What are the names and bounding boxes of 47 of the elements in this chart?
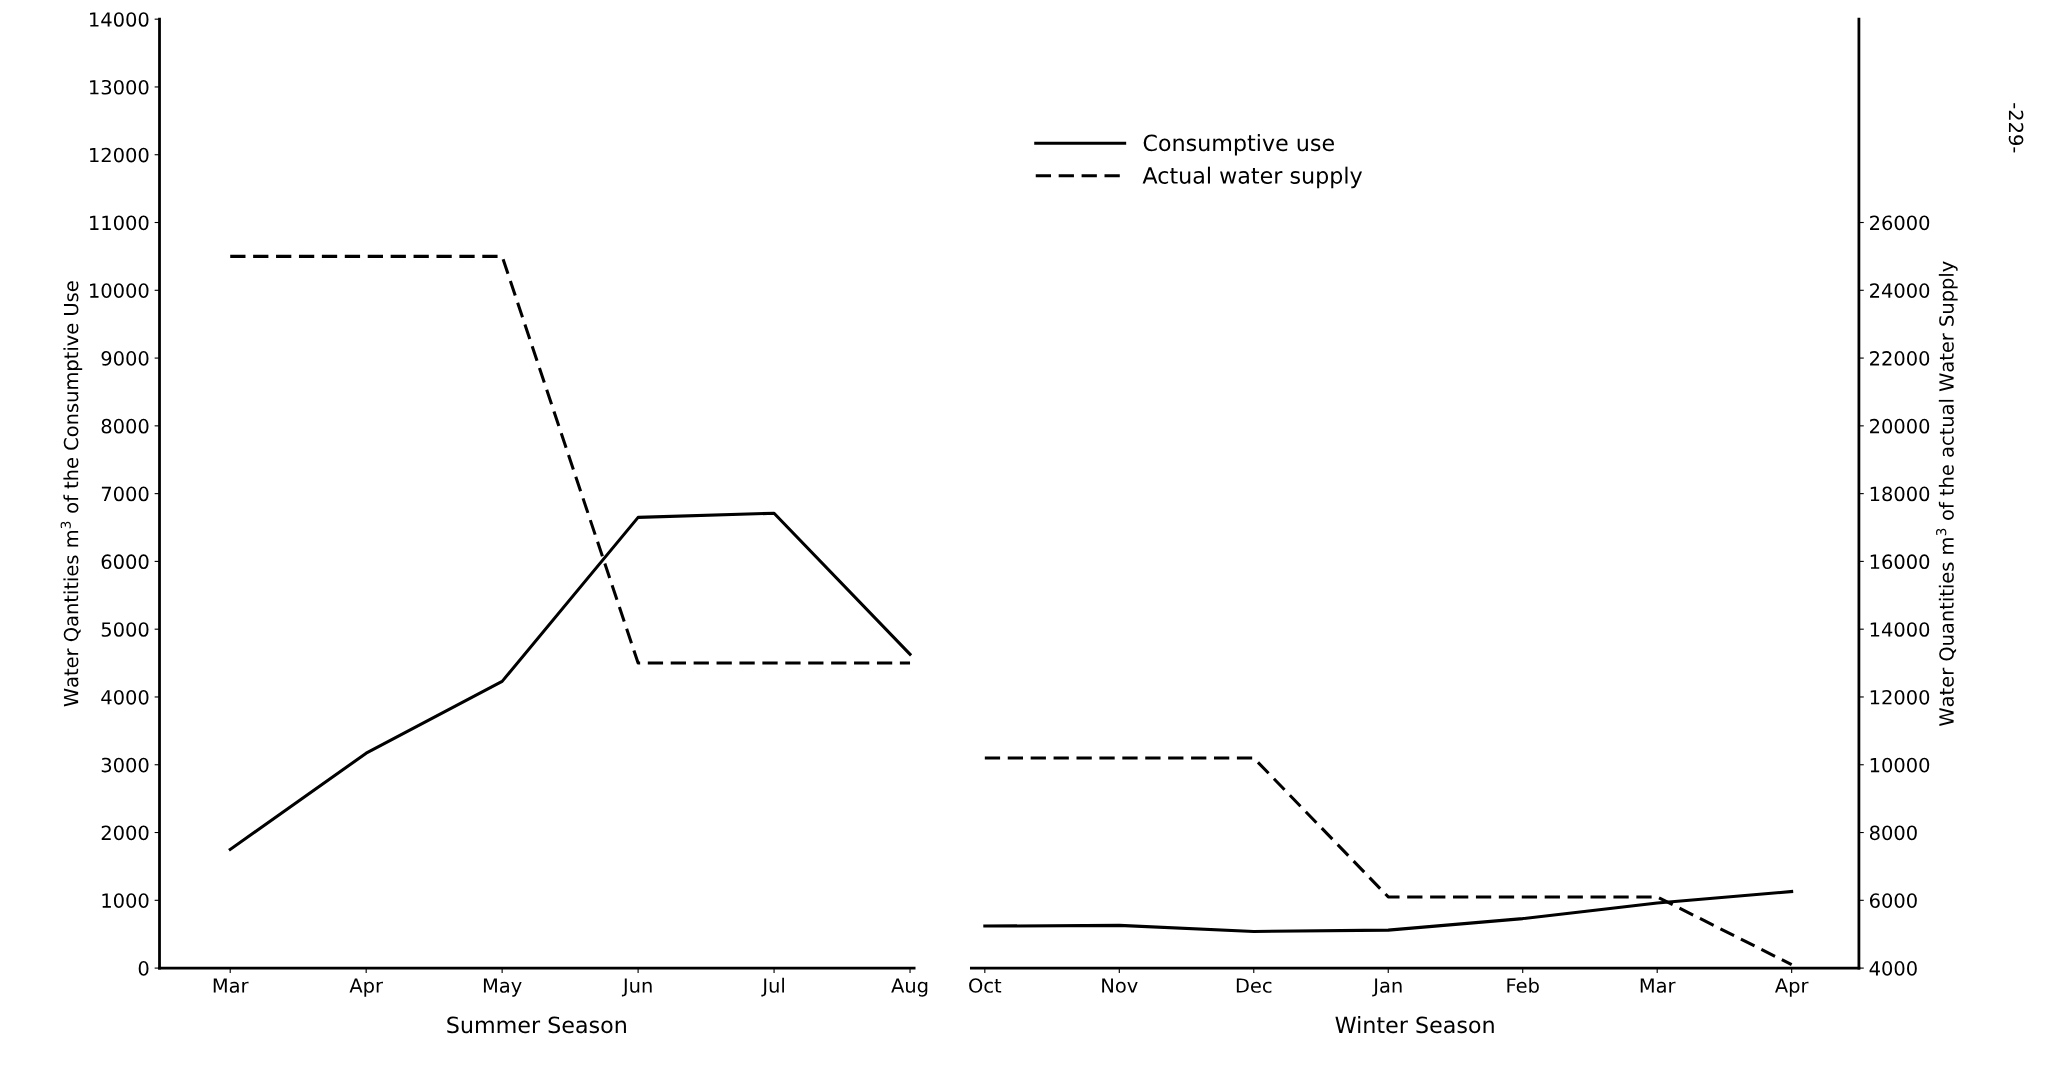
y-tick-label: 5000 [101, 622, 149, 637]
y-tick-label: 10000 [90, 283, 149, 298]
y-tick-label: 4000 [101, 689, 149, 705]
y-tick-label: 0 [138, 961, 149, 976]
y2-tick-label: 18000 [1870, 486, 1930, 502]
y-tick-label: 2000 [101, 825, 149, 841]
x-axis-title: Winter Season [1335, 1016, 1494, 1034]
y-tick-label: 6000 [101, 554, 149, 570]
y2-tick-label: 24000 [1870, 283, 1930, 298]
y2-tick-label: 8000 [1869, 825, 1917, 841]
x-tick-label: Jun [621, 978, 652, 997]
text: -229- [2008, 103, 2024, 153]
y2-tick-label: 14000 [1870, 622, 1930, 637]
legend-label: Consumptive use [1143, 134, 1334, 156]
y-tick-label: 12000 [90, 147, 149, 163]
x-tick-label: Nov [1102, 978, 1138, 993]
y2-tick-label: 16000 [1870, 554, 1930, 570]
y2-tick-label: 6000 [1869, 893, 1917, 908]
y-tick-label: 11000 [90, 215, 149, 231]
x-tick-label: Dec [1236, 978, 1272, 993]
x-tick-label: Jul [761, 977, 784, 997]
x-tick-label: Apr [1775, 978, 1809, 997]
y2-tick-label: 12000 [1870, 689, 1930, 705]
x-tick-label: Feb [1507, 977, 1539, 993]
x-tick-label: May [483, 978, 522, 997]
y2-tick-label: 26000 [1870, 215, 1930, 231]
y2-tick-label: 22000 [1870, 351, 1930, 366]
y-axis-title: Water Qantities m$^{3}$ of the Consumptive Use [60, 281, 83, 707]
y-tick-label: 7000 [101, 486, 149, 502]
y-tick-label: 3000 [101, 757, 149, 773]
y2-axis-title: Water Quantities m$^{3}$ of the actual Water Supply [1936, 261, 1958, 726]
y-tick-label: 13000 [90, 79, 149, 95]
y-tick-label: 1000 [102, 893, 149, 908]
y-tick-label: 14000 [90, 12, 149, 27]
legend-label: Actual water supply [1142, 166, 1363, 189]
x-tick-label: Mar [213, 978, 249, 993]
x-tick-label: Apr [349, 978, 383, 997]
x-axis-title: Summer Season [447, 1016, 626, 1034]
y2-tick-label: 4000 [1869, 961, 1917, 976]
x-tick-label: Oct [969, 978, 1002, 993]
y2-tick-label: 10000 [1870, 757, 1930, 773]
x-tick-label: Aug [891, 978, 928, 997]
y-tick-label: 9000 [101, 351, 149, 366]
y-tick-label: 8000 [101, 418, 149, 434]
x-tick-label: Jan [1372, 978, 1402, 997]
y2-tick-label: 20000 [1870, 418, 1930, 434]
x-tick-label: Mar [1640, 978, 1676, 993]
